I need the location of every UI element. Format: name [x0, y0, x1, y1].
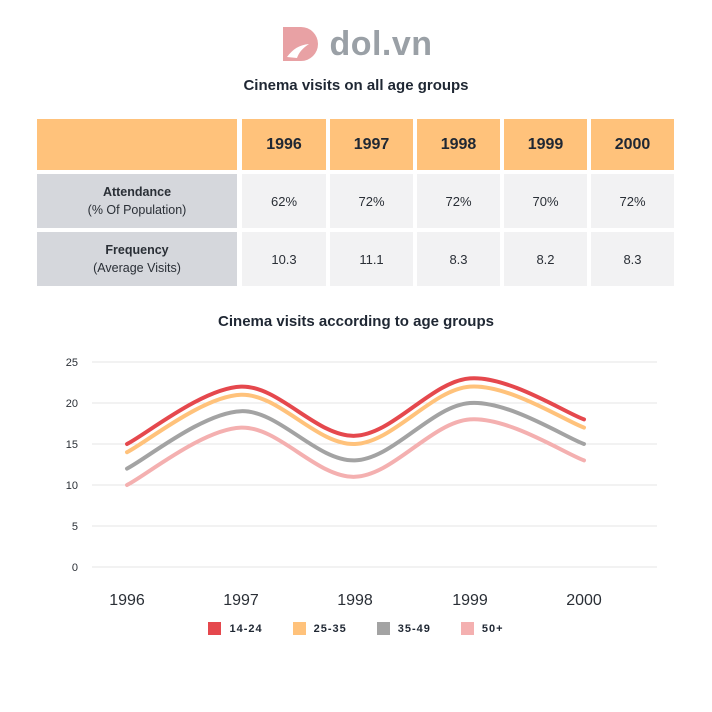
series-line-35-49	[125, 400, 586, 471]
brand-name: dol.vn	[329, 24, 433, 63]
row-label: Frequency	[105, 243, 169, 257]
table-cell: 72%	[330, 174, 413, 228]
legend-item: 35-49	[376, 622, 431, 635]
x-tick-label: 1997	[223, 592, 259, 609]
legend-label: 50+	[481, 622, 504, 635]
table-cell: 62%	[242, 174, 326, 228]
legend-swatch	[292, 622, 306, 635]
chart-legend: 14-24 25-35 35-49 50+	[0, 622, 712, 635]
table-cell: 11.1	[330, 232, 413, 286]
legend-label: 14-24	[229, 622, 263, 635]
row-label: Attendance	[102, 185, 172, 199]
row-header-attendance: Attendance (% Of Population)	[37, 174, 237, 228]
year-header: 1998	[417, 119, 500, 170]
y-tick-label: 20	[66, 398, 78, 410]
data-table: 1996 1997 1998 1999 2000 Attendance (% O…	[37, 119, 674, 286]
table-cell: 72%	[591, 174, 674, 228]
legend-label: 35-49	[397, 622, 431, 635]
legend-swatch	[376, 622, 390, 635]
y-tick-label: 10	[66, 480, 78, 492]
dol-logo-icon	[283, 27, 319, 61]
year-header: 2000	[591, 119, 674, 170]
year-header: 1996	[242, 119, 326, 170]
series-line-25-35	[125, 384, 586, 455]
y-tick-label: 5	[72, 521, 78, 533]
legend-item: 50+	[460, 622, 504, 635]
table-cell: 8.3	[417, 232, 500, 286]
table-corner-cell	[37, 119, 237, 170]
y-tick-label: 25	[66, 357, 78, 369]
row-sublabel: (% Of Population)	[87, 203, 187, 217]
legend-swatch	[460, 622, 474, 635]
table-cell: 8.3	[591, 232, 674, 286]
table-cell: 70%	[504, 174, 587, 228]
x-tick-label: 1999	[452, 592, 488, 609]
table-title: Cinema visits on all age groups	[243, 77, 469, 94]
series-line-50-	[125, 417, 586, 487]
row-header-frequency: Frequency (Average Visits)	[37, 232, 237, 286]
legend-item: 14-24	[208, 622, 262, 635]
legend-item: 25-35	[292, 622, 347, 635]
y-tick-label: 15	[66, 439, 78, 451]
chart-title: Cinema visits according to age groups	[218, 313, 494, 330]
row-sublabel: (Average Visits)	[93, 261, 181, 275]
table-cell: 72%	[417, 174, 500, 228]
brand-logo: dol.vn	[0, 18, 712, 70]
x-tick-label: 2000	[566, 592, 602, 609]
year-header: 1997	[330, 119, 413, 170]
series-line-14-24	[125, 376, 586, 446]
year-header: 1999	[504, 119, 587, 170]
table-cell: 8.2	[504, 232, 587, 286]
legend-label: 25-35	[313, 622, 347, 635]
legend-swatch	[208, 622, 222, 635]
line-chart: 0 5 10 15 20 25 1996 1997 1998 1999 2000	[66, 357, 657, 609]
x-tick-label: 1996	[109, 592, 145, 609]
table-cell: 10.3	[242, 232, 326, 286]
x-tick-label: 1998	[337, 592, 373, 609]
y-tick-label: 0	[72, 562, 78, 574]
